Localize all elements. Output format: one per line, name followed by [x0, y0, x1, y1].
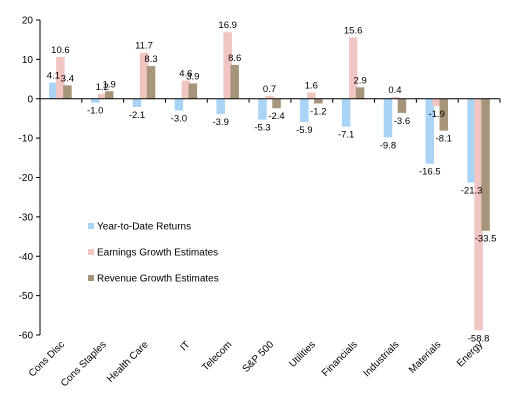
bar	[63, 85, 72, 99]
data-label: -3.9	[212, 117, 228, 128]
bar	[397, 98, 407, 113]
bars	[49, 32, 490, 331]
x-tick-label: Industrials	[362, 339, 402, 379]
data-label: 4.6	[179, 69, 192, 80]
data-label: -1.2	[310, 106, 326, 117]
bar	[181, 80, 191, 99]
data-label: -3.6	[394, 116, 410, 127]
y-tick-label: 10	[22, 55, 34, 66]
bar	[307, 92, 316, 99]
data-label: -5.9	[296, 125, 312, 136]
data-label: 16.9	[218, 20, 237, 31]
x-tick-label: Financials	[320, 339, 360, 379]
bar	[139, 52, 149, 99]
y-tick-label: -60	[19, 331, 34, 342]
bar	[272, 98, 281, 109]
legend-swatch	[88, 249, 94, 255]
bar	[300, 98, 309, 122]
y-tick-label: -30	[19, 212, 34, 223]
bar	[383, 98, 393, 138]
bar	[230, 64, 239, 99]
bar	[425, 98, 435, 164]
data-label: 8.3	[144, 54, 157, 65]
data-label: 15.6	[344, 25, 363, 36]
data-label: 3.4	[61, 73, 74, 84]
y-tick-label: -10	[19, 134, 34, 145]
bar	[56, 57, 65, 99]
data-label: -1.0	[87, 106, 103, 117]
bar	[341, 98, 351, 127]
data-label: 0.7	[263, 84, 276, 95]
bar	[216, 98, 225, 115]
data-label: 1.9	[103, 79, 116, 90]
data-label: -5.3	[254, 123, 270, 134]
data-label: 4.1	[47, 71, 60, 82]
bar	[390, 97, 400, 99]
bar	[474, 98, 483, 331]
y-axis: 20 10 0 -10 -20 -30 -40 -50 -60	[19, 16, 41, 342]
data-label: 3.9	[186, 71, 199, 82]
data-labels: 4.1 -1.0 -2.1 -3.0 -3.9 -5.3 -5.9 -7.1 -9.8 -16.5…	[47, 20, 497, 344]
bar	[132, 98, 142, 108]
data-label: 2.9	[354, 75, 367, 86]
bar	[146, 66, 156, 99]
bar	[174, 98, 184, 111]
data-label: -9.8	[380, 140, 396, 151]
data-label: -2.4	[268, 111, 284, 122]
x-tick-label: IT	[178, 339, 192, 353]
y-tick-label: -50	[19, 291, 34, 302]
data-label: -33.5	[475, 234, 497, 245]
bar	[348, 37, 358, 99]
data-label: 8.6	[228, 53, 241, 64]
data-label: -8.1	[436, 134, 452, 145]
data-label: 0.4	[388, 85, 401, 96]
bar	[223, 32, 232, 99]
data-label: 1.6	[305, 80, 318, 91]
bar	[258, 98, 267, 120]
bar	[481, 98, 490, 231]
data-label: 1.2	[96, 82, 109, 93]
bar	[432, 98, 442, 107]
legend-label: Revenue Growth Estimates	[97, 274, 219, 285]
y-tick-label: 20	[22, 16, 34, 27]
bar	[188, 83, 198, 99]
bar	[104, 91, 114, 99]
data-label: -58.8	[468, 333, 490, 344]
x-tick-label: Cons Disc	[27, 339, 67, 379]
legend-swatch	[88, 223, 94, 229]
x-tick-label: S&P 500	[241, 339, 277, 375]
bar	[265, 95, 274, 99]
legend: Year-to-Date Returns Earnings Growth Esti…	[88, 222, 219, 285]
y-tick-label: 0	[27, 94, 33, 105]
data-label: -21.3	[461, 186, 483, 197]
y-tick-label: -40	[19, 252, 34, 263]
bar	[49, 82, 58, 99]
data-label: -7.1	[338, 130, 354, 141]
legend-label: Year-to-Date Returns	[97, 222, 191, 233]
data-label: -16.5	[419, 167, 441, 178]
bar	[467, 98, 476, 183]
data-label: 11.7	[135, 41, 153, 52]
legend-swatch	[88, 275, 94, 281]
data-label: -3.0	[171, 114, 187, 125]
data-label: 10.6	[51, 45, 70, 56]
bar	[355, 87, 365, 99]
x-tick-label: Telecom	[200, 339, 234, 373]
x-tick-label: Health Care	[105, 339, 151, 385]
data-label: -1.9	[429, 109, 445, 120]
data-label: -2.1	[129, 110, 145, 121]
legend-label: Earnings Growth Estimates	[97, 248, 218, 259]
x-tick-label: Utilities	[287, 339, 318, 370]
bar	[97, 94, 107, 99]
x-tick-label: Materials	[407, 339, 443, 375]
bar	[90, 98, 100, 103]
y-tick-label: -20	[19, 173, 34, 184]
bar	[314, 98, 323, 104]
bar	[439, 98, 449, 131]
